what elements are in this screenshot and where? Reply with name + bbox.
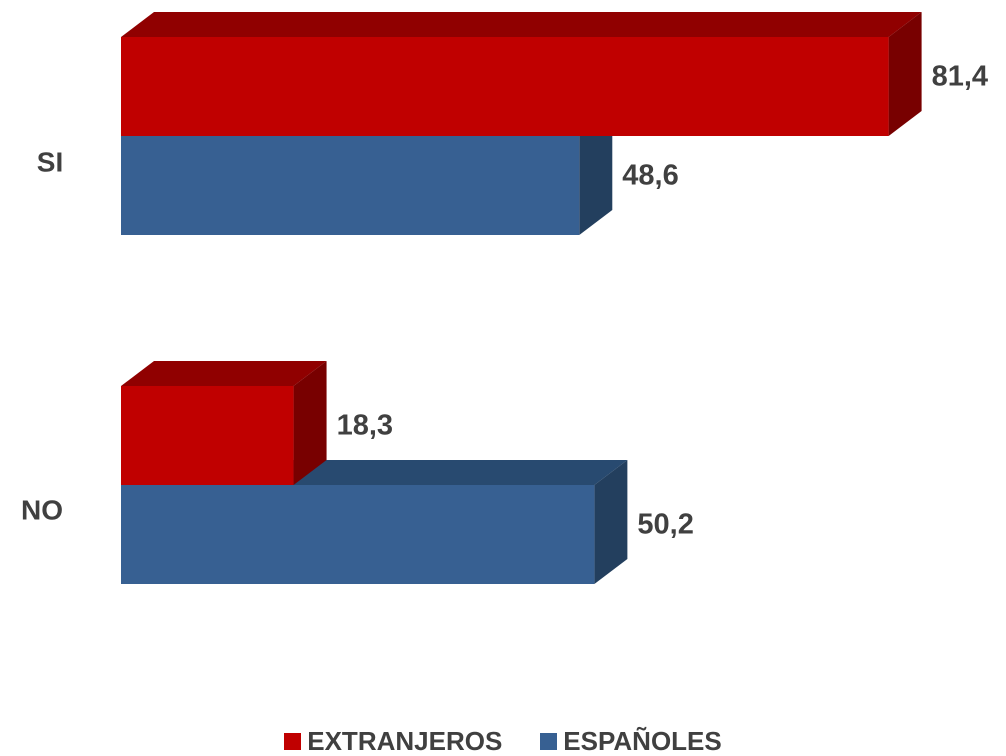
bar-front-espanoles-si	[121, 136, 580, 235]
bar-top-extranjeros-si	[121, 12, 922, 37]
legend: EXTRANJEROS ESPAÑOLES	[0, 726, 1006, 756]
bar-front-espanoles-no	[121, 485, 595, 584]
legend-item-extranjeros: EXTRANJEROS	[284, 726, 502, 756]
legend-label-espanoles: ESPAÑOLES	[563, 726, 722, 756]
category-label-si: SI	[37, 146, 63, 177]
data-label-espanoles-si: 48,6	[622, 160, 678, 192]
bar-side-espanoles-si	[579, 111, 613, 235]
legend-swatch-espanoles	[540, 732, 558, 750]
legend-swatch-extranjeros	[284, 732, 302, 750]
category-label-no: NO	[21, 494, 63, 525]
labels-layer: SI NO 48,6 81,4 50,2 18,3	[21, 61, 988, 541]
bar-side-extranjeros-si	[888, 12, 922, 136]
bar-top-extranjeros-no	[121, 361, 327, 386]
data-label-extranjeros-no: 18,3	[337, 410, 393, 442]
bars-layer	[121, 12, 922, 584]
legend-item-espanoles: ESPAÑOLES	[540, 726, 722, 756]
bar-side-extranjeros-no	[293, 361, 327, 485]
bar-extranjeros-si	[121, 12, 922, 136]
data-label-extranjeros-si: 81,4	[932, 61, 988, 93]
bar-front-extranjeros-si	[121, 37, 889, 136]
bar-side-espanoles-no	[594, 460, 628, 584]
legend-label-extranjeros: EXTRANJEROS	[307, 726, 503, 756]
bar-extranjeros-no	[121, 361, 327, 485]
data-label-espanoles-no: 50,2	[637, 509, 693, 541]
bar-front-extranjeros-no	[121, 386, 294, 485]
